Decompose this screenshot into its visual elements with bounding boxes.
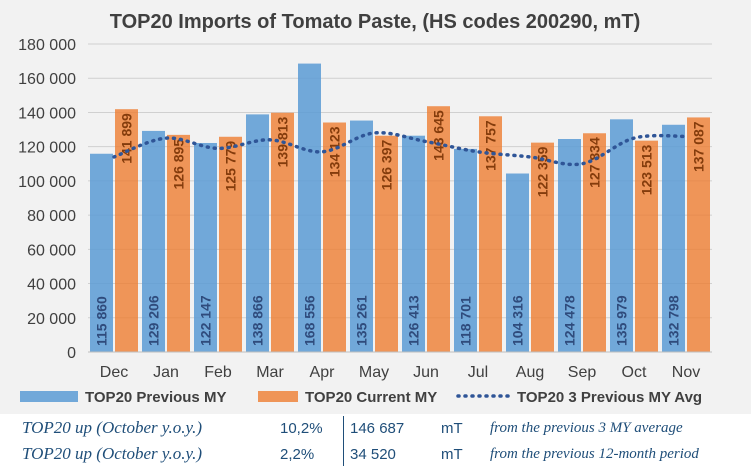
data-label-current-my: 137 087 bbox=[691, 121, 707, 172]
summary-label: TOP20 up (October y.o.y.) bbox=[22, 418, 203, 437]
y-tick-label: 60 000 bbox=[27, 242, 76, 259]
summary-panel: TOP20 up (October y.o.y.) 10,2% 146 687 … bbox=[0, 414, 751, 468]
bar-previous-my bbox=[142, 130, 165, 352]
legend-swatch-previous-my bbox=[20, 391, 78, 402]
data-label-previous-my: 138 866 bbox=[250, 295, 266, 346]
data-label-current-my: 123 513 bbox=[639, 144, 655, 195]
y-tick-label: 120 000 bbox=[18, 140, 76, 157]
summary-value: 146 687 bbox=[350, 420, 405, 437]
data-label-current-my: 126 397 bbox=[379, 140, 395, 191]
summary-value: 34 520 bbox=[350, 446, 396, 463]
bar-current-my bbox=[635, 140, 658, 352]
data-label-previous-my: 126 413 bbox=[406, 295, 422, 346]
bar-current-my bbox=[531, 142, 554, 352]
summary-row: TOP20 up (October y.o.y.) 2,2% 34 520 mT… bbox=[0, 440, 751, 466]
bar-previous-my bbox=[298, 63, 321, 352]
chart-title: TOP20 Imports of Tomato Paste, (HS codes… bbox=[110, 11, 641, 33]
chart-svg: TOP20 Imports of Tomato Paste, (HS codes… bbox=[18, 11, 712, 406]
x-tick-label: Nov bbox=[672, 364, 700, 381]
bar-previous-my bbox=[662, 124, 685, 352]
bar-previous-my bbox=[246, 114, 269, 352]
bar-current-my bbox=[583, 133, 606, 352]
x-tick-label: Jul bbox=[468, 364, 488, 381]
legend-swatch-current-my bbox=[258, 391, 298, 402]
bar-previous-my bbox=[350, 120, 373, 352]
summary-divider bbox=[343, 416, 344, 466]
y-tick-label: 80 000 bbox=[27, 208, 76, 225]
chart-area: TOP20 Imports of Tomato Paste, (HS codes… bbox=[0, 0, 751, 414]
data-label-current-my: 137 757 bbox=[483, 120, 499, 171]
bar-current-my bbox=[427, 106, 450, 352]
bar-current-my bbox=[479, 116, 502, 352]
bar-previous-my bbox=[610, 119, 633, 352]
summary-percent: 10,2% bbox=[280, 420, 323, 437]
bar-current-my bbox=[375, 135, 398, 352]
legend-label-avg: TOP20 3 Previous MY Avg bbox=[517, 389, 702, 406]
bar-previous-my bbox=[506, 173, 529, 352]
y-tick-label: 100 000 bbox=[18, 174, 76, 191]
data-label-previous-my: 115 860 bbox=[94, 296, 110, 346]
summary-unit: mT bbox=[441, 446, 463, 463]
bar-current-my bbox=[219, 136, 242, 352]
x-tick-label: Oct bbox=[622, 364, 647, 381]
bar-current-my bbox=[323, 122, 346, 352]
data-label-previous-my: 118 701 bbox=[458, 296, 474, 346]
x-tick-label: Sep bbox=[568, 364, 597, 381]
data-label-current-my: 141 899 bbox=[119, 113, 135, 164]
bar-current-my bbox=[167, 134, 190, 352]
legend-label-current-my: TOP20 Current MY bbox=[305, 389, 437, 406]
y-tick-label: 180 000 bbox=[18, 37, 76, 54]
summary-unit: mT bbox=[441, 420, 463, 437]
x-tick-label: Mar bbox=[256, 364, 284, 381]
legend-label-previous-my: TOP20 Previous MY bbox=[85, 389, 226, 406]
data-label-previous-my: 104 316 bbox=[510, 295, 526, 346]
x-tick-label: Apr bbox=[310, 364, 336, 381]
summary-row: TOP20 up (October y.o.y.) 10,2% 146 687 … bbox=[0, 414, 751, 440]
x-tick-label: Aug bbox=[516, 364, 544, 381]
y-tick-label: 160 000 bbox=[18, 71, 76, 88]
y-tick-label: 40 000 bbox=[27, 277, 76, 294]
data-label-previous-my: 135 261 bbox=[354, 295, 370, 346]
data-label-current-my: 134 123 bbox=[327, 126, 343, 177]
bar-previous-my bbox=[194, 142, 217, 352]
data-label-current-my: 122 359 bbox=[535, 146, 551, 197]
summary-description: from the previous 3 MY average bbox=[490, 420, 683, 436]
x-tick-label: Dec bbox=[100, 364, 128, 381]
y-tick-label: 0 bbox=[67, 345, 76, 362]
summary-description: from the previous 12-month period bbox=[490, 446, 699, 462]
summary-percent: 2,2% bbox=[280, 446, 315, 463]
data-label-previous-my: 135 979 bbox=[614, 295, 630, 346]
y-tick-label: 20 000 bbox=[27, 311, 76, 328]
x-tick-label: May bbox=[359, 364, 389, 381]
bar-previous-my bbox=[558, 139, 581, 352]
bar-previous-my bbox=[402, 135, 425, 352]
data-label-current-my: 125 779 bbox=[223, 141, 239, 192]
data-label-previous-my: 124 478 bbox=[562, 295, 578, 346]
data-label-previous-my: 168 556 bbox=[302, 295, 318, 346]
bar-current-my bbox=[687, 117, 710, 352]
x-tick-label: Feb bbox=[204, 364, 232, 381]
y-tick-label: 140 000 bbox=[18, 105, 76, 122]
x-tick-label: Jan bbox=[153, 364, 179, 381]
data-label-current-my: 126 895 bbox=[171, 139, 187, 190]
data-label-previous-my: 129 206 bbox=[146, 295, 162, 346]
bar-current-my bbox=[115, 109, 138, 353]
bar-previous-my bbox=[90, 153, 113, 352]
line-3-previous-my-avg bbox=[112, 130, 688, 167]
data-label-current-my: 127 834 bbox=[587, 137, 603, 188]
data-label-current-my: 143 645 bbox=[431, 110, 447, 161]
data-label-previous-my: 122 147 bbox=[198, 295, 214, 346]
x-tick-label: Jun bbox=[413, 364, 439, 381]
summary-label: TOP20 up (October y.o.y.) bbox=[22, 444, 203, 463]
bar-current-my bbox=[271, 112, 294, 352]
data-label-previous-my: 132 798 bbox=[666, 295, 682, 346]
bar-previous-my bbox=[454, 148, 477, 352]
